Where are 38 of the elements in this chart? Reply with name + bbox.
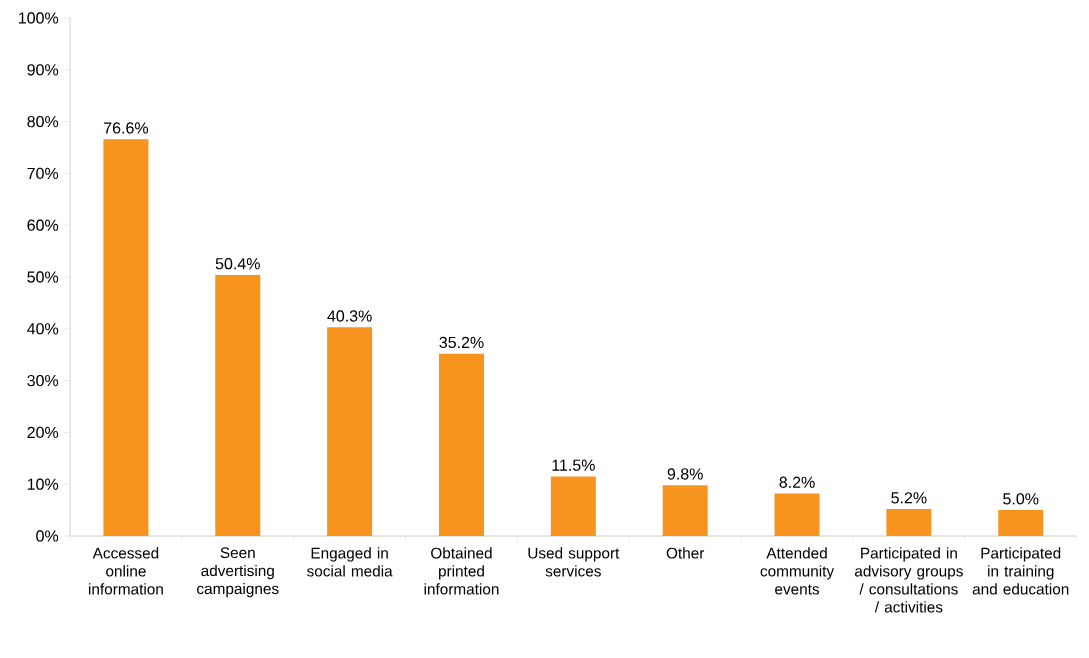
data-label: 35.2%: [439, 336, 484, 349]
y-tick-label: 30%: [27, 374, 59, 387]
data-label: 8.2%: [779, 476, 815, 488]
bar: [998, 510, 1044, 536]
y-tick-label: 20%: [27, 426, 59, 439]
data-label: 76.6%: [104, 122, 149, 134]
bar: [662, 485, 708, 536]
y-tick-label: 90%: [27, 64, 59, 76]
data-label: 40.3%: [327, 310, 372, 322]
bar: [327, 327, 373, 536]
bar: [438, 353, 484, 536]
y-tick-label: 0%: [36, 530, 59, 542]
bar: [774, 493, 820, 536]
x-tick-label: Accessed online information: [89, 547, 163, 595]
y-tick-label: 40%: [27, 323, 59, 335]
x-tick-label: Engaged in social media: [307, 547, 393, 577]
x-tick-label: Used support services: [528, 547, 620, 577]
data-label: 11.5%: [552, 459, 595, 471]
data-label: 50.4%: [215, 258, 260, 270]
y-tick-label: 100%: [19, 12, 59, 24]
x-tick-label: Attended community events: [760, 547, 835, 595]
bar: [103, 139, 149, 536]
bar: [215, 274, 261, 536]
y-tick-label: 80%: [27, 115, 59, 128]
x-tick-label: Participated in advisory groups / consultations / activities: [854, 547, 963, 613]
y-tick-label: 60%: [27, 219, 59, 231]
y-tick-label: 50%: [27, 271, 59, 283]
y-tick-label: 10%: [27, 478, 59, 490]
bar: [550, 476, 596, 536]
data-label: 5.0%: [1003, 493, 1039, 505]
x-tick-label: Other: [666, 547, 705, 559]
bar: [886, 509, 932, 536]
data-label: 9.8%: [667, 468, 703, 480]
data-label: 5.2%: [891, 492, 927, 504]
x-tick-label: Obtained printed information: [424, 547, 499, 595]
x-tick-label: Participated in training and education: [972, 547, 1069, 595]
y-tick-label: 70%: [27, 167, 59, 180]
x-tick-label: Seen advertising campaignes: [197, 547, 279, 598]
